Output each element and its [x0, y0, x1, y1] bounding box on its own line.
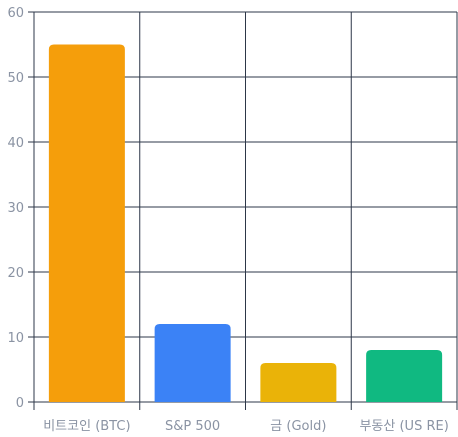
y-tick-label: 60: [7, 6, 24, 21]
bar: [154, 324, 231, 402]
x-category-label: 금 (Gold): [270, 419, 326, 434]
bar: [260, 363, 337, 402]
bar: [48, 44, 125, 402]
x-category-label: 부동산 (US RE): [359, 419, 448, 434]
y-tick-label: 50: [7, 71, 24, 86]
x-category-label: S&P 500: [165, 419, 220, 434]
x-axis-ticks: 비트코인 (BTC) S&P 500 금 (Gold) 부동산 (US RE): [33, 402, 458, 434]
x-category-label: 비트코인 (BTC): [43, 419, 130, 434]
y-tick-label: 10: [7, 331, 24, 346]
y-tick-label: 40: [7, 136, 24, 151]
y-tick-label: 20: [7, 266, 24, 281]
bar: [366, 350, 443, 402]
y-axis-ticks: 0 10 20 30 40 50 60: [7, 6, 34, 411]
bars-group: [48, 44, 443, 402]
y-tick-label: 0: [16, 396, 24, 411]
y-tick-label: 30: [7, 201, 24, 216]
